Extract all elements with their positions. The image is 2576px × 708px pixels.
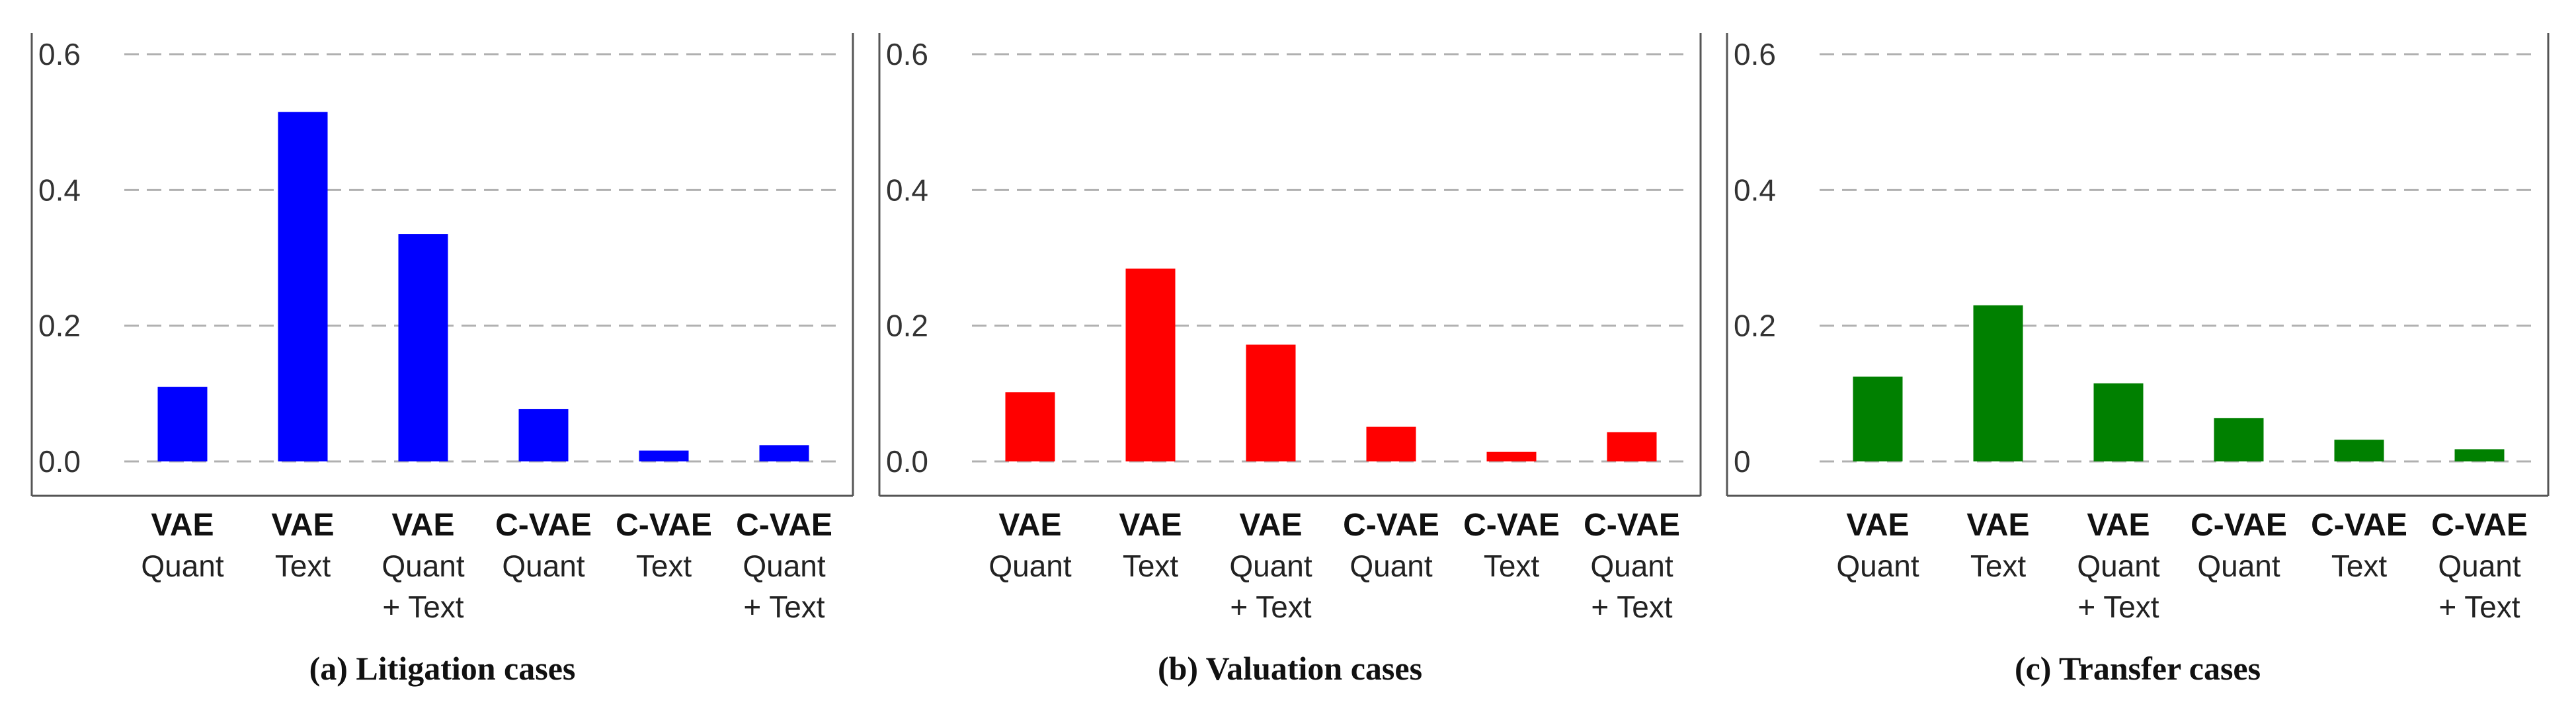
chart-caption: (b) Valuation cases xyxy=(1158,650,1422,687)
x-category-label: C-VAE xyxy=(2431,508,2528,543)
x-category-sublabel: Quant xyxy=(2077,549,2160,583)
y-tick-label: 0.2 xyxy=(1734,309,1776,343)
bar-2 xyxy=(278,112,328,461)
x-category-sublabel: + Text xyxy=(1230,590,1311,624)
x-category-label: VAE xyxy=(271,508,334,543)
x-category-sublabel: Quant xyxy=(141,549,224,583)
bar-5 xyxy=(639,450,689,461)
x-category-sublabel: Text xyxy=(275,549,331,583)
x-category-label: VAE xyxy=(391,508,454,543)
x-category-sublabel: + Text xyxy=(2077,590,2159,624)
y-tick-label: 0.4 xyxy=(886,173,928,207)
chart-caption: (a) Litigation cases xyxy=(309,650,576,687)
x-category-label: C-VAE xyxy=(1463,508,1560,543)
bar-4 xyxy=(1366,426,1416,461)
x-category-sublabel: Text xyxy=(1484,549,1540,583)
chart-panel-1: 0.0 0.2 0.4 0.6 VAE Quant VAE Text VAE Quant + Tex… xyxy=(30,33,854,687)
bar-1 xyxy=(1853,376,1903,461)
x-category-label: VAE xyxy=(998,508,1061,543)
bar-5 xyxy=(1486,452,1537,461)
bar-2 xyxy=(1125,268,1176,461)
y-tick-label: 0.6 xyxy=(1734,37,1776,71)
x-category-label: C-VAE xyxy=(2311,508,2407,543)
chart-panel-3: 0 0.2 0.4 0.6 VAE Quant VAE Text VAE Quant + Text C… xyxy=(1726,33,2550,687)
y-tick-label: 0.4 xyxy=(1734,173,1776,207)
bar-6 xyxy=(2454,449,2505,461)
bar-3 xyxy=(1246,344,1296,461)
x-category-label: VAE xyxy=(151,508,214,543)
x-category-sublabel: Quant xyxy=(743,549,826,583)
bar-1 xyxy=(157,387,208,461)
bar-2 xyxy=(1973,305,2023,461)
bar-4 xyxy=(2214,418,2264,461)
x-category-sublabel: Text xyxy=(636,549,692,583)
chart-panel-2: 0.0 0.2 0.4 0.6 VAE Quant VAE Text VAE Quant + Tex… xyxy=(878,33,1702,687)
x-category-label: C-VAE xyxy=(736,508,832,543)
x-category-label: C-VAE xyxy=(495,508,592,543)
chart-caption: (c) Transfer cases xyxy=(2015,650,2261,687)
y-tick-label: 0 xyxy=(1734,444,1751,479)
x-category-sublabel: Text xyxy=(2331,549,2388,583)
x-category-sublabel: + Text xyxy=(743,590,825,624)
y-tick-label: 0.0 xyxy=(886,444,928,479)
x-category-label: VAE xyxy=(1239,508,1302,543)
y-tick-label: 0.0 xyxy=(38,444,81,479)
x-category-sublabel: Quant xyxy=(382,549,465,583)
x-category-label: VAE xyxy=(1846,508,1909,543)
x-category-sublabel: Quant xyxy=(1590,549,1673,583)
x-category-sublabel: Quant xyxy=(988,549,1072,583)
y-tick-label: 0.2 xyxy=(38,309,81,343)
bar-6 xyxy=(1607,432,1657,461)
x-category-label: VAE xyxy=(1119,508,1182,543)
y-tick-label: 0.4 xyxy=(38,173,81,207)
bar-5 xyxy=(2334,440,2384,461)
x-category-label: C-VAE xyxy=(2191,508,2287,543)
x-category-sublabel: Quant xyxy=(2438,549,2521,583)
x-category-label: VAE xyxy=(1966,508,2029,543)
x-category-label: C-VAE xyxy=(616,508,712,543)
x-category-sublabel: Quant xyxy=(1836,549,1919,583)
x-category-sublabel: Quant xyxy=(1229,549,1312,583)
bar-4 xyxy=(518,409,569,461)
x-category-sublabel: Quant xyxy=(2197,549,2280,583)
x-category-label: C-VAE xyxy=(1343,508,1439,543)
x-category-sublabel: + Text xyxy=(382,590,463,624)
y-tick-label: 0.6 xyxy=(38,37,81,71)
y-tick-label: 0.2 xyxy=(886,309,928,343)
bar-6 xyxy=(759,445,809,461)
x-category-label: C-VAE xyxy=(1584,508,1680,543)
x-category-sublabel: Text xyxy=(1123,549,1179,583)
bar-3 xyxy=(398,234,448,461)
x-category-label: VAE xyxy=(2087,508,2150,543)
x-category-sublabel: + Text xyxy=(1591,590,1672,624)
x-category-sublabel: Quant xyxy=(502,549,585,583)
bar-3 xyxy=(2093,383,2144,461)
bar-1 xyxy=(1005,392,1055,461)
x-category-sublabel: Text xyxy=(1970,549,2027,583)
x-category-sublabel: + Text xyxy=(2438,590,2520,624)
y-tick-label: 0.6 xyxy=(886,37,928,71)
x-category-sublabel: Quant xyxy=(1349,549,1433,583)
